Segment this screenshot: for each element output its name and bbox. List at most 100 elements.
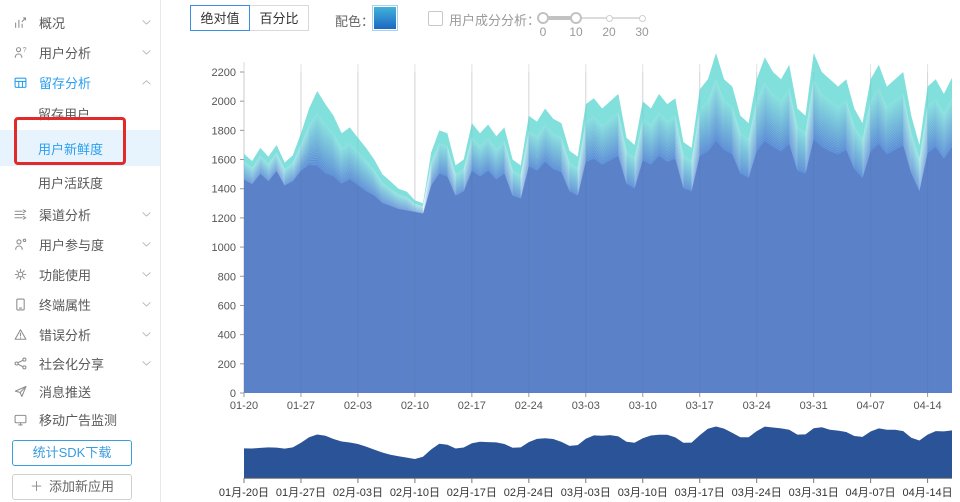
band-separator (243, 133, 953, 214)
user-question-icon: ? (14, 45, 29, 60)
y-tick-label: 2000 (212, 96, 236, 108)
band-separator (243, 84, 953, 208)
channel-icon (14, 207, 29, 222)
main-stacked-area-chart[interactable]: 0 200 400 600 800 1000 1200 1400 1600 1800 2000 220… (185, 50, 960, 414)
band-separator (243, 91, 953, 209)
sidebar-item-label: 留存用户 (38, 107, 91, 122)
slider-stop-dot[interactable] (606, 15, 613, 22)
sidebar: 概况? 用户分析 留存分析 留存用户 用户新鲜度 用户活跃度 渠道分析 用户参与度 功能使用 终端… (0, 0, 161, 502)
navigator-tick-label: 02月-03日 (333, 487, 383, 499)
band-separator (243, 121, 953, 212)
sidebar-item-user-engagement[interactable]: 用户参与度 (0, 229, 160, 259)
chevron-down-icon (142, 211, 152, 218)
sidebar-item-retention-analysis[interactable]: 留存分析 (0, 67, 160, 97)
sidebar-item-user-activity[interactable]: 用户活跃度 (0, 166, 160, 199)
x-tick-label: 04-14 (914, 400, 942, 412)
sidebar-item-user-freshness[interactable]: 用户新鲜度 (0, 130, 160, 166)
sidebar-item-device-attributes[interactable]: 终端属性 (0, 289, 160, 319)
y-tick-label: 0 (230, 388, 236, 400)
slider-track[interactable] (543, 17, 642, 19)
band-separator (243, 80, 953, 207)
navigator-tick-label: 03月-24日 (732, 487, 782, 499)
band-separator (243, 123, 953, 212)
add-new-app-button[interactable]: ＋ 添加新应用 (12, 474, 132, 500)
sidebar-item-label: 移动广告监测 (39, 412, 118, 428)
base-band (244, 140, 952, 393)
sidebar-item-mobile-ad-monitor[interactable]: 移动广告监测 (0, 405, 160, 433)
chevron-down-icon (142, 241, 152, 248)
band-separator (243, 131, 953, 213)
absolute-value-button[interactable]: 绝对值 (190, 5, 250, 31)
user-composition-checkbox[interactable] (428, 11, 443, 26)
share-nodes-icon (14, 356, 29, 371)
chevron-down-icon (142, 331, 152, 338)
slider-handle-0[interactable] (537, 12, 549, 24)
sidebar-item-message-push[interactable]: 消息推送 (0, 377, 160, 405)
ad-monitor-icon (14, 412, 29, 427)
band-separator (243, 95, 953, 209)
sidebar-item-retained-users[interactable]: 留存用户 (0, 97, 160, 130)
sidebar-item-feature-usage[interactable]: 功能使用 (0, 259, 160, 289)
add-app-label: 添加新应用 (49, 479, 115, 494)
chevron-down-icon (142, 301, 152, 308)
x-tick-label: 03-17 (686, 400, 714, 412)
chevron-down-icon (142, 271, 152, 278)
navigator-tick-label: 02月-10日 (390, 487, 440, 499)
color-swatch-picker[interactable] (372, 5, 398, 31)
plus-icon: ＋ (29, 479, 43, 494)
band-separator (243, 108, 953, 211)
band-separator (243, 138, 953, 214)
sidebar-item-user-analysis[interactable]: ? 用户分析 (0, 37, 160, 67)
svg-text:?: ? (23, 46, 27, 53)
slider-selected-range[interactable] (543, 16, 576, 20)
sidebar-item-label: 终端属性 (39, 297, 92, 313)
x-tick-label: 01-20 (230, 400, 258, 412)
y-tick-label: 1200 (212, 213, 236, 225)
sidebar-item-social-share[interactable]: 社会化分享 (0, 349, 160, 377)
y-tick-label: 200 (218, 359, 236, 371)
user-composition-label: 用户成分分析： (449, 13, 541, 28)
sidebar-item-error-analysis[interactable]: 错误分析 (0, 319, 160, 349)
band-separator (243, 99, 953, 210)
slider-tick-label: 0 (539, 25, 547, 39)
sidebar-item-label: 留存分析 (39, 75, 92, 91)
sidebar-item-overview[interactable]: 概况 (0, 7, 160, 37)
slider-handle-1[interactable] (570, 12, 582, 24)
paper-plane-icon (14, 384, 29, 399)
navigator-tick-label: 02月-17日 (447, 487, 497, 499)
band-separator (243, 127, 953, 213)
chevron-down-icon (142, 49, 152, 56)
composition-range-slider: 0 10 20 30 (537, 6, 651, 40)
navigator-tick-label: 01月-20日 (219, 487, 269, 499)
navigator-chart[interactable]: 01月-20日 01月-27日 02月-03日 02月-10日 02月-17日 02月-2… (185, 416, 960, 502)
sidebar-item-label: 用户参与度 (39, 237, 105, 253)
band-separator (243, 118, 953, 212)
slider-stop-dot[interactable] (639, 15, 646, 22)
x-tick-label: 04-07 (857, 400, 885, 412)
percentage-button[interactable]: 百分比 (249, 5, 309, 31)
sidebar-item-label: 社会化分享 (39, 356, 105, 372)
gear-icon (14, 267, 29, 282)
x-tick-label: 03-03 (572, 400, 600, 412)
sidebar-item-label: 渠道分析 (39, 207, 92, 223)
navigator-area[interactable] (244, 426, 952, 479)
navigator-tick-label: 04月-14日 (903, 487, 953, 499)
band-separator (243, 114, 953, 211)
sidebar-item-label: 错误分析 (39, 327, 92, 343)
y-tick-label: 600 (218, 300, 236, 312)
sidebar-item-channel-analysis[interactable]: 渠道分析 (0, 199, 160, 229)
sdk-download-button[interactable]: 统计SDK下载 (12, 440, 132, 466)
x-tick-label: 02-10 (401, 400, 429, 412)
warning-triangle-icon (14, 327, 29, 342)
y-tick-label: 1800 (212, 125, 236, 137)
navigator-tick-label: 03月-03日 (561, 487, 611, 499)
sidebar-item-label: 用户分析 (39, 45, 92, 61)
sidebar-item-label: 概况 (39, 15, 66, 31)
band-separator (243, 97, 953, 209)
band-separator (243, 106, 953, 210)
x-tick-label: 03-10 (629, 400, 657, 412)
slider-tick-label: 30 (635, 25, 649, 39)
y-tick-label: 1400 (212, 184, 236, 196)
navigator-tick-label: 03月-10日 (618, 487, 668, 499)
